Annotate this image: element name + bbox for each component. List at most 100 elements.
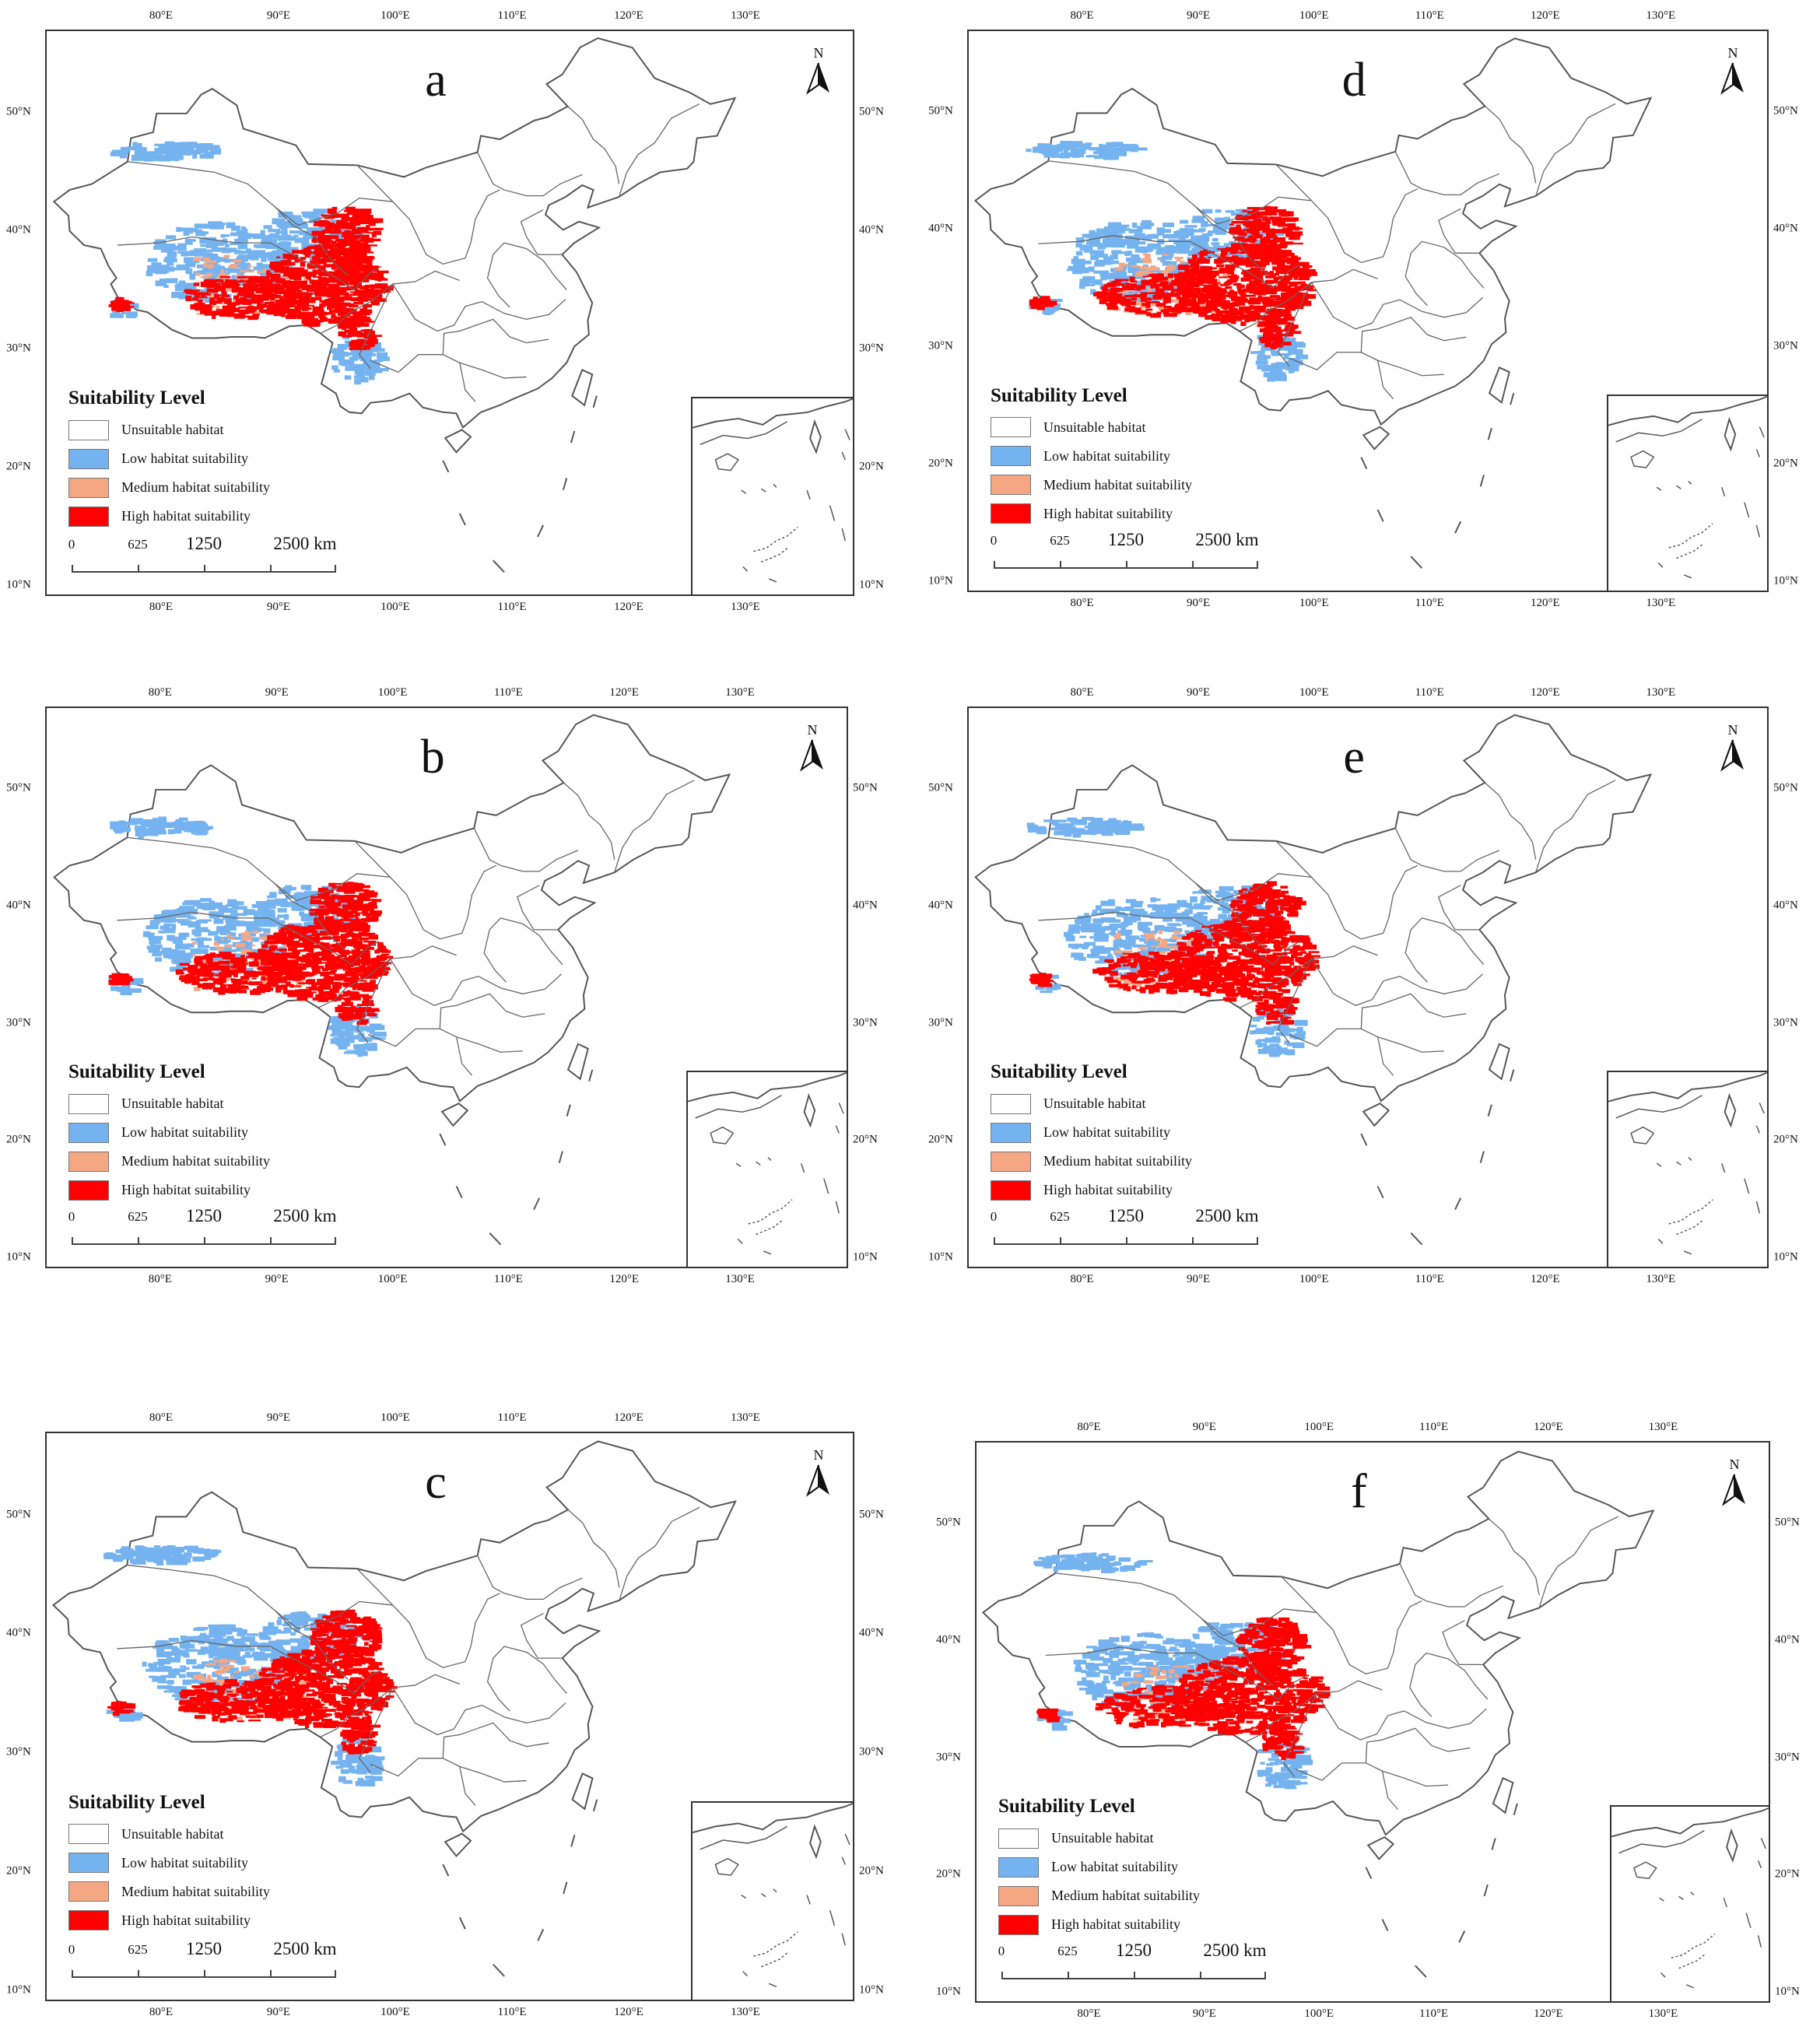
legend-item: Medium habitat suitability xyxy=(991,471,1192,500)
legend-swatch xyxy=(991,446,1031,467)
province-boundary xyxy=(273,882,347,952)
province-boundary xyxy=(1538,1516,1618,1608)
longitude-tick-label: 130°E xyxy=(1646,9,1676,22)
legend-item: Unsuitable habitat xyxy=(991,1089,1192,1118)
longitude-tick-label: 110°E xyxy=(1419,2007,1449,2020)
scale-bar: 0 625 1250 2500 km xyxy=(68,1939,337,1989)
province-boundary xyxy=(1404,917,1428,983)
province-boundary xyxy=(465,1593,500,1662)
inset-map xyxy=(692,1803,854,1988)
province-boundary xyxy=(370,1758,527,1783)
nine-dash-line xyxy=(442,1863,450,1877)
province-boundary xyxy=(473,828,579,872)
legend-swatch xyxy=(991,417,1031,438)
province-boundary xyxy=(1316,1693,1404,1741)
island xyxy=(1362,1103,1390,1127)
province-boundary xyxy=(1201,1618,1274,1686)
legend-item: Unsuitable habitat xyxy=(68,415,270,444)
province-boundary xyxy=(1399,296,1484,318)
province-boundary xyxy=(1310,958,1401,1006)
south-china-sea-inset xyxy=(1607,1071,1769,1268)
south-china-sea-inset xyxy=(1610,1805,1770,2003)
habitat-layer xyxy=(108,141,394,385)
legend-label: Unsuitable habitat xyxy=(121,1825,224,1842)
latitude-tick-label: 20°N xyxy=(853,1133,878,1146)
nine-dash-line xyxy=(566,1104,571,1117)
longitude-tick-label: 100°E xyxy=(1299,1273,1329,1285)
longitude-tick-label: 100°E xyxy=(380,601,410,613)
island xyxy=(1366,1835,1395,1860)
latitude-tick-label: 40°N xyxy=(853,899,878,912)
province-boundary xyxy=(392,283,482,332)
latitude-tick-label: 40°N xyxy=(6,223,31,237)
legend-swatch xyxy=(68,1824,109,1845)
inset-map xyxy=(1608,395,1768,579)
legend-label: High habitat suitability xyxy=(1051,1916,1180,1933)
longitude-tick-label: 120°E xyxy=(614,9,643,22)
province-boundary xyxy=(359,283,394,370)
island xyxy=(444,1832,472,1858)
latitude-tick-label: 30°N xyxy=(1773,1016,1798,1029)
province-boundary xyxy=(1239,945,1378,1008)
island xyxy=(1488,366,1510,404)
panel-letter: d xyxy=(1341,53,1366,107)
latitude-tick-label: 40°N xyxy=(928,222,953,235)
province-boundary xyxy=(370,354,527,379)
nine-dash-line xyxy=(1458,1930,1466,1943)
province-boundary xyxy=(389,958,479,1006)
latitude-tick-label: 10°N xyxy=(859,1983,884,1997)
china-outline xyxy=(52,37,737,429)
legend-label: Unsuitable habitat xyxy=(121,1096,224,1112)
legend-label: Unsuitable habitat xyxy=(1043,419,1146,435)
nine-dash-line xyxy=(1510,1069,1515,1082)
legend-swatch xyxy=(68,477,109,498)
china-outline xyxy=(52,1440,737,1833)
map-frame: c N Suitability Level Unsuitable habitat… xyxy=(45,1432,854,2001)
province-boundary xyxy=(482,299,566,321)
south-china-sea-inset xyxy=(1607,394,1769,592)
latitude-tick-label: 40°N xyxy=(928,899,953,912)
longitude-tick-label: 110°E xyxy=(1415,686,1444,699)
legend-item: Medium habitat suitability xyxy=(68,1877,270,1906)
latitude-tick-label: 40°N xyxy=(859,1626,884,1639)
china-map xyxy=(52,37,737,573)
island xyxy=(1492,1776,1514,1814)
scale-label: 1250 xyxy=(1108,1206,1144,1225)
panel-letter: a xyxy=(425,54,447,107)
north-arrow-icon xyxy=(1720,62,1744,95)
legend-item: Low habitat suitability xyxy=(68,1118,270,1147)
legend: Suitability Level Unsuitable habitat Low … xyxy=(998,1796,1200,1939)
province-boundary xyxy=(1289,352,1444,377)
nine-dash-line xyxy=(1454,1197,1462,1211)
legend-label: Low habitat suitability xyxy=(121,1854,248,1870)
longitude-tick-label: 130°E xyxy=(1646,597,1676,609)
province-boundary xyxy=(1360,317,1467,352)
longitude-tick-label: 100°E xyxy=(1304,2007,1334,2020)
scale-label: 0 xyxy=(68,537,75,552)
legend-label: Low habitat suitability xyxy=(121,451,248,466)
scale-label: 2500 km xyxy=(1203,1941,1267,1960)
province-boundary xyxy=(477,152,583,197)
habitat-layer xyxy=(1033,1552,1331,1790)
legend-item: High habitat suitability xyxy=(991,1176,1192,1204)
legend-label: Medium habitat suitability xyxy=(1043,476,1192,493)
latitude-tick-label: 20°N xyxy=(859,460,884,473)
province-boundary xyxy=(618,103,700,198)
inset-map xyxy=(687,1071,847,1255)
legend-swatch xyxy=(68,1151,109,1172)
longitude-tick-label: 80°E xyxy=(149,2006,174,2018)
legend-swatch xyxy=(68,419,109,440)
latitude-tick-label: 50°N xyxy=(1773,781,1798,794)
legend-swatch xyxy=(998,1885,1039,1906)
map-frame: d N Suitability Level Unsuitable habitat… xyxy=(967,30,1769,592)
province-boundary xyxy=(1045,1646,1306,1700)
latitude-tick-label: 50°N xyxy=(853,781,878,794)
province-boundary xyxy=(1365,1727,1471,1763)
latitude-tick-label: 40°N xyxy=(6,899,31,912)
province-boundary xyxy=(1399,973,1483,994)
province-boundary xyxy=(1294,1762,1449,1787)
scale-bar: 0 625 1250 2500 km xyxy=(998,1941,1267,1990)
legend-title: Suitability Level xyxy=(68,1061,205,1083)
nine-dash-line xyxy=(1415,1965,1427,1978)
longitude-tick-label: 130°E xyxy=(1648,1421,1678,1433)
